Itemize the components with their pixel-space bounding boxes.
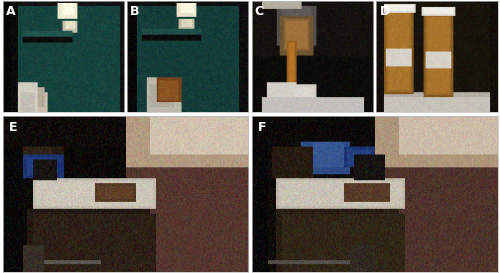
Text: F: F — [258, 121, 266, 133]
Text: A: A — [6, 5, 15, 18]
Text: D: D — [380, 5, 390, 18]
Text: B: B — [130, 5, 140, 18]
Text: E: E — [8, 121, 17, 133]
Text: C: C — [255, 5, 264, 18]
